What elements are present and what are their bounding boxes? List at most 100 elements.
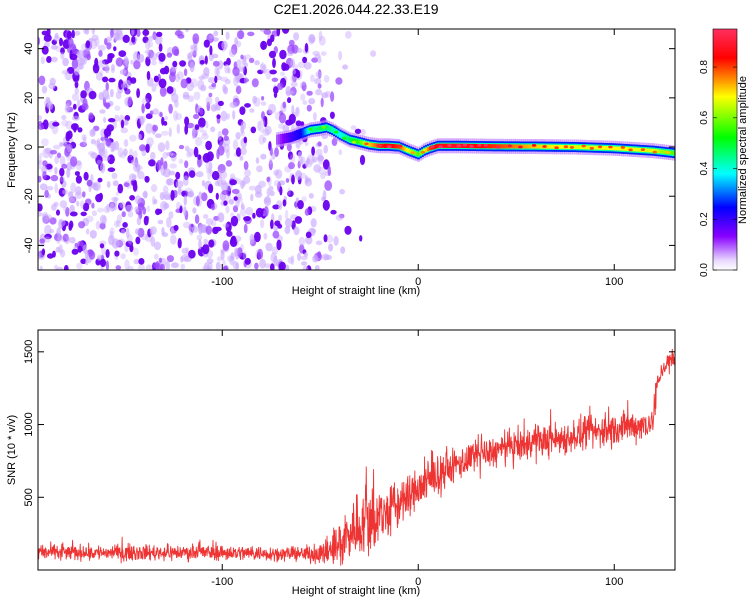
trace-band-segment <box>578 145 581 150</box>
noise-blob <box>269 158 273 165</box>
noise-blob <box>60 52 65 60</box>
noise-blob <box>304 208 310 216</box>
noise-blob <box>232 139 239 151</box>
noise-blob <box>257 69 264 75</box>
snr-y-axis: 500 1000 1500 <box>23 340 675 506</box>
noise-blob <box>257 248 264 260</box>
trace-speckle <box>321 125 326 129</box>
trace-band-segment <box>385 143 389 148</box>
noise-blob <box>69 53 78 61</box>
noise-blob <box>84 29 90 35</box>
noise-blob <box>327 165 331 177</box>
noise-blob <box>324 180 333 191</box>
x-tick-label: -100 <box>211 576 233 588</box>
noise-blob <box>222 223 230 228</box>
noise-blob <box>157 142 166 153</box>
noise-blob <box>196 234 203 241</box>
noise-blob <box>71 248 79 255</box>
noise-blob <box>197 154 202 161</box>
noise-blob <box>260 219 265 229</box>
noise-blob <box>85 259 89 266</box>
noise-blob <box>248 185 257 191</box>
noise-blob <box>130 77 137 84</box>
noise-blob <box>207 169 211 181</box>
trace-band-segment <box>354 139 358 143</box>
noise-blob <box>233 196 238 201</box>
noise-blob <box>79 200 85 209</box>
noise-blob <box>227 67 231 74</box>
noise-blob <box>317 141 322 147</box>
noise-blob <box>240 202 244 210</box>
noise-blob <box>323 144 329 154</box>
noise-blob <box>297 200 304 210</box>
trace-speckle <box>495 145 501 149</box>
noise-blob <box>68 197 76 203</box>
noise-blob <box>39 183 48 191</box>
noise-blob <box>217 145 225 156</box>
noise-blob <box>71 58 79 70</box>
trace-speckle <box>351 140 357 144</box>
noise-blob <box>81 134 87 141</box>
noise-blob <box>300 156 306 166</box>
noise-blob <box>105 249 110 258</box>
noise-blob <box>54 183 58 194</box>
colorbar-label: Normalized spectral amplitude <box>737 76 749 224</box>
noise-blob <box>41 45 49 55</box>
noise-blob <box>132 247 139 256</box>
noise-blob <box>102 76 109 83</box>
noise-blob <box>95 154 103 165</box>
noise-blob <box>109 227 115 236</box>
noise-blob <box>151 60 157 66</box>
noise-blob <box>306 104 312 112</box>
trace-band-segment <box>409 149 412 154</box>
noise-blob <box>217 163 226 174</box>
trace-band-segment <box>491 144 495 149</box>
noise-blob <box>342 64 348 70</box>
noise-blob <box>166 86 174 94</box>
noise-blob <box>313 112 317 121</box>
x-tick-label: -100 <box>211 276 233 288</box>
noise-blob <box>203 214 209 219</box>
trace-band-segment <box>487 144 491 149</box>
noise-blob <box>199 107 204 116</box>
noise-blob <box>38 115 43 121</box>
noise-blob <box>88 250 96 260</box>
noise-blob <box>54 166 58 175</box>
noise-blob <box>302 265 309 270</box>
trace-band-segment <box>293 134 297 138</box>
trace-band-segment <box>501 144 505 149</box>
trace-band-segment <box>374 143 377 148</box>
noise-blob <box>148 159 156 167</box>
spectrogram-noise-field <box>38 29 377 270</box>
noise-blob <box>59 167 65 177</box>
noise-blob <box>302 56 308 64</box>
noise-blob <box>98 192 104 200</box>
noise-blob <box>273 180 281 187</box>
trace-speckle <box>652 150 657 154</box>
noise-blob <box>159 86 167 97</box>
noise-blob <box>311 157 319 163</box>
noise-blob <box>175 171 181 180</box>
trace-speckle <box>387 145 392 149</box>
noise-blob <box>65 207 70 217</box>
noise-blob <box>221 190 229 196</box>
noise-blob <box>262 136 267 143</box>
noise-blob <box>137 202 145 211</box>
noise-blob <box>244 257 251 265</box>
noise-blob <box>105 82 109 92</box>
noise-blob <box>329 111 335 120</box>
noise-blob <box>297 48 303 53</box>
noise-blob <box>131 36 136 43</box>
noise-blob <box>274 220 281 227</box>
noise-blob <box>115 191 120 197</box>
noise-blob <box>135 228 140 235</box>
noise-blob <box>130 59 134 65</box>
noise-blob <box>305 235 313 245</box>
noise-blob <box>70 182 77 194</box>
noise-blob <box>61 119 69 127</box>
trace-band-segment <box>440 143 444 148</box>
colorbar-tick-label: 0.2 <box>699 212 710 226</box>
noise-blob <box>235 132 241 140</box>
noise-blob <box>239 155 244 161</box>
